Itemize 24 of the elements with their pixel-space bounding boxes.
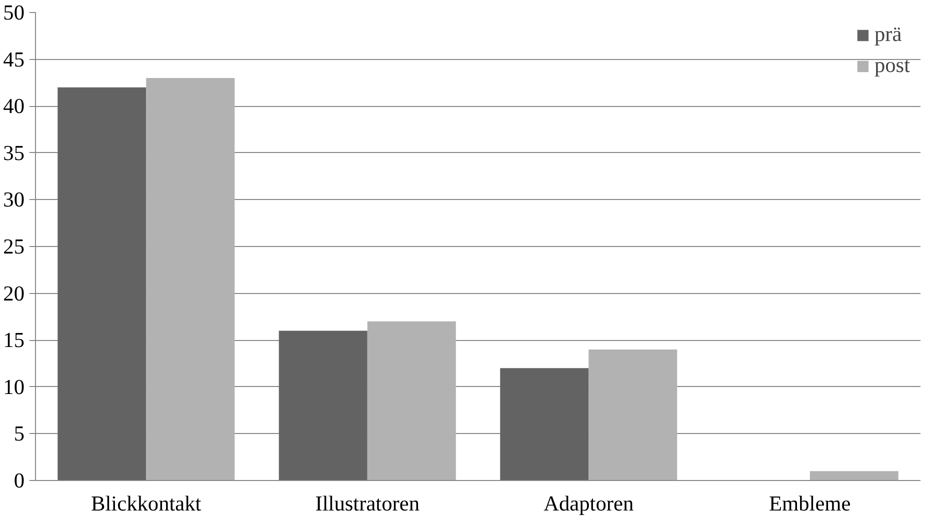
legend-label: post (874, 53, 910, 78)
bar (367, 321, 456, 480)
bar (810, 471, 898, 480)
y-tick-label: 10 (3, 374, 24, 399)
bar (588, 349, 678, 480)
bar (58, 87, 146, 480)
y-tick-label: 20 (3, 281, 24, 306)
x-tick-label: Blickkontakt (91, 492, 202, 516)
y-tick-label: 15 (3, 328, 24, 352)
y-tick-label: 40 (3, 94, 24, 118)
bar (146, 78, 235, 480)
y-tick-label: 35 (3, 140, 24, 165)
x-tick-label: Illustratoren (315, 492, 420, 516)
y-tick-label: 50 (3, 0, 24, 24)
legend-label: prä (874, 22, 902, 47)
y-tick-label: 25 (3, 234, 24, 258)
bar (500, 368, 589, 480)
y-tick-label: 0 (14, 468, 25, 492)
y-tick-label: 30 (3, 188, 24, 212)
y-tick-label: 45 (3, 47, 24, 72)
y-tick-label: 5 (14, 422, 25, 446)
x-tick-label: Embleme (769, 492, 851, 516)
x-tick-label: Adaptoren (544, 492, 634, 516)
bar (278, 330, 368, 480)
